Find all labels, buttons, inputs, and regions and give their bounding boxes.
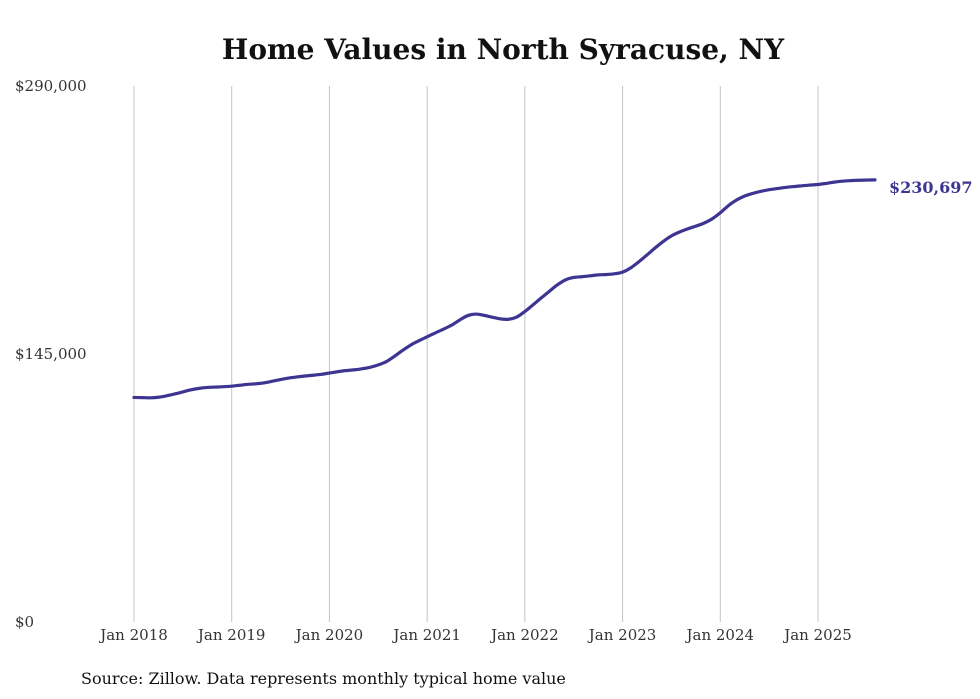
source-note: Source: Zillow. Data represents monthly … — [81, 669, 566, 688]
x-tick-label: Jan 2022 — [489, 626, 559, 644]
chart-title: Home Values in North Syracuse, NY — [222, 33, 785, 66]
x-tick-label: Jan 2018 — [98, 626, 168, 644]
y-tick-label: $290,000 — [15, 77, 87, 95]
x-tick-label: Jan 2025 — [782, 626, 852, 644]
x-tick-label: Jan 2019 — [196, 626, 266, 644]
y-axis-ticks: $0 $145,000 $290,000 — [15, 77, 87, 631]
x-tick-label: Jan 2024 — [685, 626, 755, 644]
home-value-line — [132, 178, 877, 400]
gridlines — [133, 86, 819, 622]
latest-value-label: $230,697 — [889, 178, 973, 197]
y-tick-label: $145,000 — [15, 345, 87, 363]
y-tick-label: $0 — [15, 613, 34, 631]
x-axis-ticks: Jan 2018 Jan 2019 Jan 2020 Jan 2021 Jan 2022… — [98, 626, 852, 644]
x-tick-label: Jan 2020 — [294, 626, 364, 644]
x-tick-label: Jan 2023 — [587, 626, 657, 644]
x-tick-label: Jan 2021 — [391, 626, 461, 644]
